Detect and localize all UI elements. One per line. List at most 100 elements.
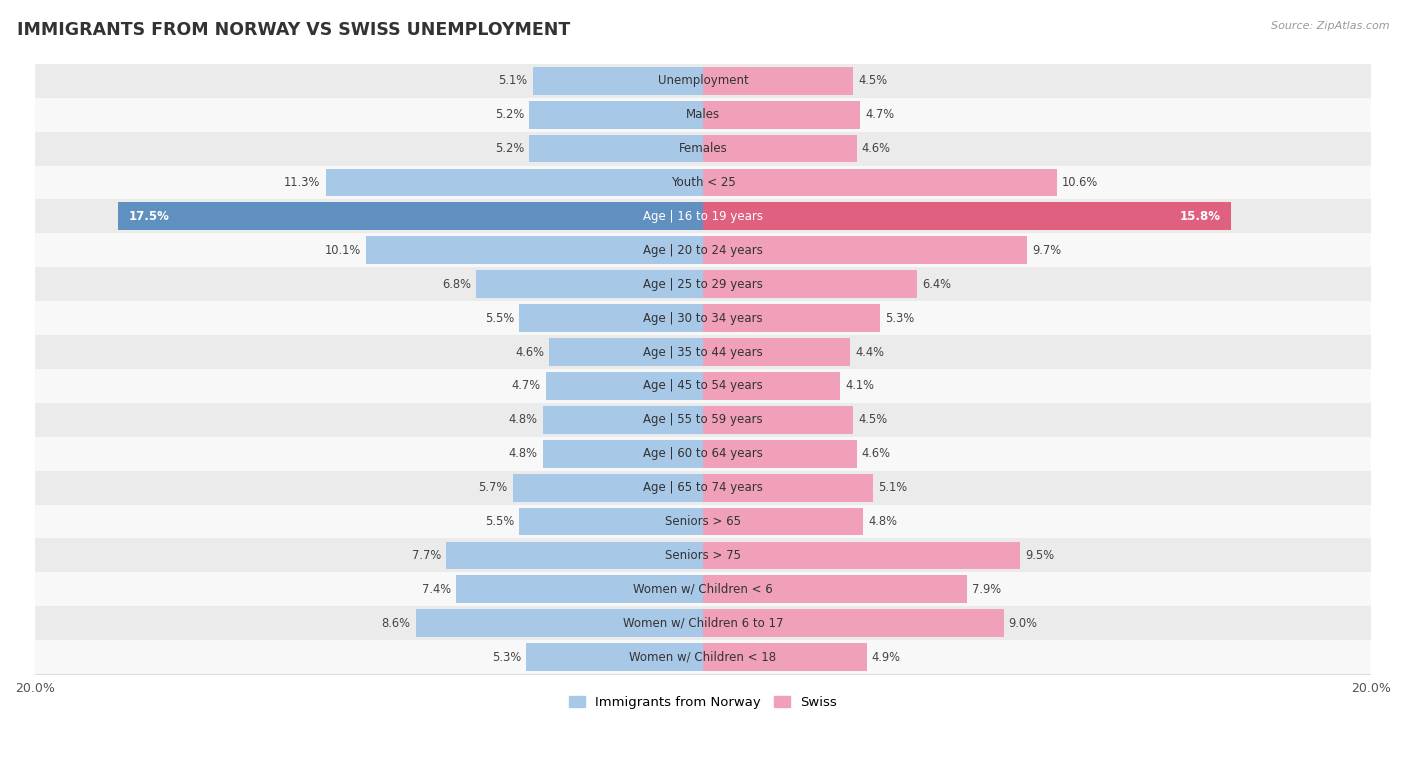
Text: Women w/ Children < 18: Women w/ Children < 18 [630,651,776,664]
Text: 15.8%: 15.8% [1180,210,1220,223]
Bar [35,267,1371,301]
Bar [703,202,1230,230]
Text: 11.3%: 11.3% [284,176,321,189]
Bar [703,135,856,163]
Text: Source: ZipAtlas.com: Source: ZipAtlas.com [1271,21,1389,31]
Bar [35,233,1371,267]
Text: 5.7%: 5.7% [478,481,508,494]
Bar [703,304,880,332]
Bar [35,606,1371,640]
Text: 9.5%: 9.5% [1025,549,1054,562]
Text: 5.5%: 5.5% [485,312,515,325]
Bar [326,169,703,196]
Text: 4.5%: 4.5% [858,74,887,87]
Bar [703,236,1026,264]
Bar [703,101,860,129]
Text: 5.1%: 5.1% [499,74,527,87]
Bar [519,304,703,332]
Text: Seniors > 65: Seniors > 65 [665,515,741,528]
Text: 9.0%: 9.0% [1008,617,1038,630]
Text: Age | 55 to 59 years: Age | 55 to 59 years [643,413,763,426]
Bar [703,474,873,502]
Text: 4.5%: 4.5% [858,413,887,426]
Bar [446,541,703,569]
Text: 4.6%: 4.6% [862,142,890,155]
Text: 9.7%: 9.7% [1032,244,1062,257]
Bar [35,505,1371,538]
Text: 4.8%: 4.8% [509,413,537,426]
Text: 4.8%: 4.8% [869,515,897,528]
Bar [519,508,703,535]
Bar [703,440,856,468]
Text: Women w/ Children 6 to 17: Women w/ Children 6 to 17 [623,617,783,630]
Bar [366,236,703,264]
Text: Males: Males [686,108,720,121]
Bar [35,132,1371,166]
Text: 5.5%: 5.5% [485,515,515,528]
Text: Females: Females [679,142,727,155]
Bar [543,440,703,468]
Text: 7.4%: 7.4% [422,583,451,596]
Bar [703,169,1057,196]
Text: 17.5%: 17.5% [128,210,169,223]
Text: Youth < 25: Youth < 25 [671,176,735,189]
Bar [35,98,1371,132]
Text: Age | 16 to 19 years: Age | 16 to 19 years [643,210,763,223]
Text: 5.3%: 5.3% [884,312,914,325]
Text: Age | 45 to 54 years: Age | 45 to 54 years [643,379,763,392]
Text: 4.6%: 4.6% [862,447,890,460]
Bar [703,372,839,400]
Bar [35,437,1371,471]
Bar [543,406,703,434]
Text: Age | 30 to 34 years: Age | 30 to 34 years [643,312,763,325]
Text: Age | 60 to 64 years: Age | 60 to 64 years [643,447,763,460]
Bar [456,575,703,603]
Bar [550,338,703,366]
Legend: Immigrants from Norway, Swiss: Immigrants from Norway, Swiss [564,690,842,714]
Text: 6.8%: 6.8% [441,278,471,291]
Bar [35,403,1371,437]
Bar [35,572,1371,606]
Bar [529,101,703,129]
Bar [703,67,853,95]
Bar [533,67,703,95]
Bar [513,474,703,502]
Text: 4.7%: 4.7% [865,108,894,121]
Text: 5.3%: 5.3% [492,651,522,664]
Text: 4.8%: 4.8% [509,447,537,460]
Text: Age | 20 to 24 years: Age | 20 to 24 years [643,244,763,257]
Text: 4.6%: 4.6% [516,345,544,359]
Text: Women w/ Children < 6: Women w/ Children < 6 [633,583,773,596]
Text: Age | 35 to 44 years: Age | 35 to 44 years [643,345,763,359]
Text: 7.9%: 7.9% [972,583,1001,596]
Text: 10.6%: 10.6% [1062,176,1098,189]
Bar [703,575,967,603]
Bar [703,508,863,535]
Bar [475,270,703,298]
Bar [35,301,1371,335]
Bar [35,166,1371,199]
Text: Age | 25 to 29 years: Age | 25 to 29 years [643,278,763,291]
Text: 4.9%: 4.9% [872,651,901,664]
Bar [703,609,1004,637]
Text: IMMIGRANTS FROM NORWAY VS SWISS UNEMPLOYMENT: IMMIGRANTS FROM NORWAY VS SWISS UNEMPLOY… [17,21,569,39]
Text: 5.2%: 5.2% [495,142,524,155]
Bar [118,202,703,230]
Bar [35,199,1371,233]
Bar [35,538,1371,572]
Bar [35,640,1371,674]
Bar [546,372,703,400]
Text: 7.7%: 7.7% [412,549,441,562]
Text: 8.6%: 8.6% [381,617,411,630]
Text: 4.7%: 4.7% [512,379,541,392]
Text: 10.1%: 10.1% [325,244,360,257]
Text: 4.4%: 4.4% [855,345,884,359]
Bar [703,643,866,671]
Bar [703,406,853,434]
Bar [703,270,917,298]
Bar [35,64,1371,98]
Bar [35,471,1371,505]
Text: 5.2%: 5.2% [495,108,524,121]
Bar [35,335,1371,369]
Bar [703,338,851,366]
